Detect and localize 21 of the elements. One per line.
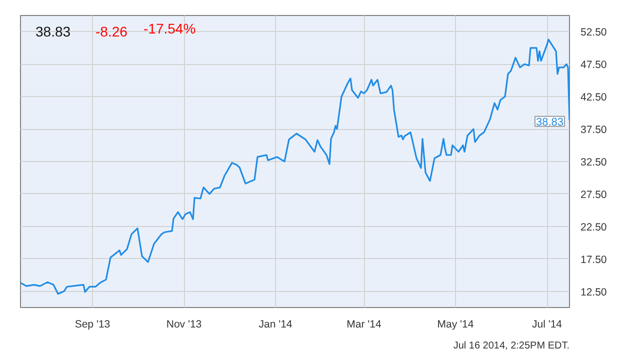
x-tick-label: Nov '13 (166, 318, 202, 330)
x-tick-label: Jul '14 (532, 318, 562, 330)
x-tick-label: Sep '13 (74, 318, 110, 330)
x-tick-label: May '14 (437, 318, 474, 330)
x-tick-label: Jan '14 (258, 318, 292, 330)
y-tick-label: 52.50 (580, 26, 607, 39)
text: 38.83 (36, 23, 71, 40)
line-series (20, 38, 570, 295)
x-tick-label: Mar '14 (346, 318, 382, 330)
y-tick-label: 42.50 (580, 92, 607, 104)
y-tick-label: 22.50 (580, 221, 607, 234)
y-tick-label: 32.50 (580, 156, 607, 168)
text: Jul 16 2014, 2:25PM EDT. (453, 340, 570, 352)
y-tick-label: 17.50 (580, 254, 607, 266)
annotation: -17.54% (144, 20, 196, 36)
y-tick-label: 47.50 (580, 59, 607, 72)
annotation: -8.26 (96, 23, 128, 40)
y-tick-label: 37.50 (580, 124, 607, 136)
y-tick-label: 27.50 (580, 188, 607, 201)
annotation: 38.83 (536, 116, 564, 128)
y-tick-label: 12.50 (580, 286, 607, 298)
